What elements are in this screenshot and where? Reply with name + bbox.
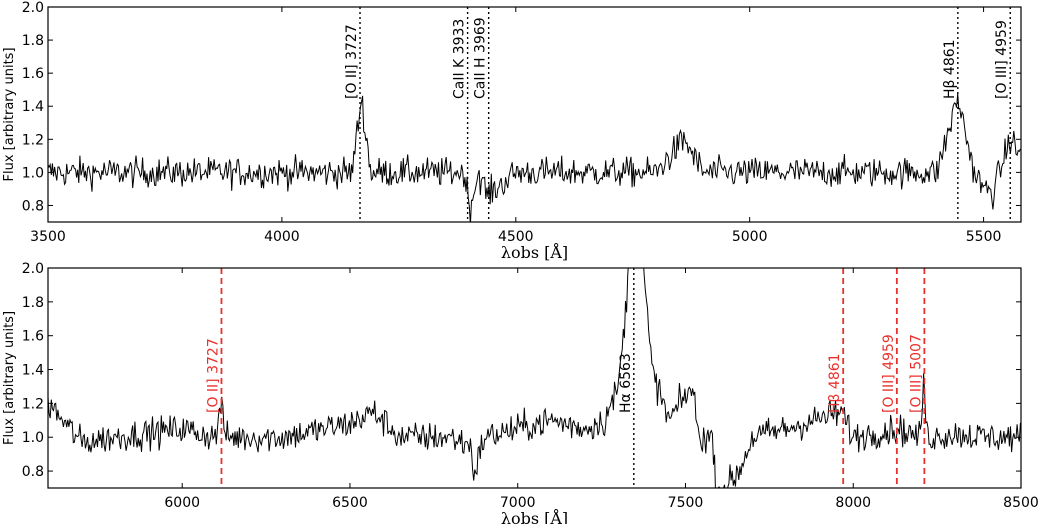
marker-label: [O II] 3727 bbox=[344, 24, 360, 99]
y-tick-label: 1.4 bbox=[22, 363, 44, 379]
x-tick-label: 4000 bbox=[264, 229, 300, 245]
x-tick-label: 4500 bbox=[498, 229, 534, 245]
x-tick-label: 6000 bbox=[164, 495, 200, 511]
y-tick-label: 1.8 bbox=[22, 295, 44, 311]
y-tick-label: 1.6 bbox=[22, 329, 44, 345]
marker-label: Hβ 4861 bbox=[827, 353, 843, 413]
y-axis-label: Flux [arbitrary units] bbox=[2, 47, 17, 181]
x-tick-label: 5000 bbox=[732, 229, 768, 245]
marker-label: [O III] 4959 bbox=[994, 20, 1010, 99]
x-axis-label: λobs [Å] bbox=[501, 242, 568, 262]
x-tick-label: 8500 bbox=[1003, 495, 1039, 511]
chart-panel-1: [O II] 3727 CaII K 3933 CaII H 3969 Hβ 4861… bbox=[2, 0, 1022, 262]
y-tick-label: 1.8 bbox=[22, 33, 44, 49]
x-tick-label: 6500 bbox=[332, 495, 368, 511]
y-tick-label: 1.0 bbox=[22, 165, 44, 181]
y-tick-label: 1.6 bbox=[22, 66, 44, 82]
marker-label: CaII H 3969 bbox=[473, 17, 489, 99]
plot-frame bbox=[47, 267, 1022, 489]
y-tick-label: 2.0 bbox=[22, 0, 44, 16]
y-tick-label: 0.8 bbox=[22, 198, 44, 214]
marker-label: [O III] 5007 bbox=[908, 334, 924, 413]
x-tick-label: 7500 bbox=[668, 495, 704, 511]
y-tick-label: 1.2 bbox=[22, 132, 44, 148]
marker-label: [O III] 4959 bbox=[881, 334, 897, 413]
marker-label: Hα 6563 bbox=[618, 353, 634, 413]
x-tick-label: 3500 bbox=[30, 229, 66, 245]
y-tick-label: 0.8 bbox=[22, 464, 44, 480]
marker-label: CaII K 3933 bbox=[452, 19, 468, 99]
y-axis-label: Flux [arbitrary units] bbox=[2, 311, 17, 445]
y-tick-label: 1.2 bbox=[22, 396, 44, 412]
y-tick-label: 1.4 bbox=[22, 99, 44, 115]
spectrum-line bbox=[48, 268, 1021, 488]
y-tick-label: 1.0 bbox=[22, 430, 44, 446]
x-axis-label: λobs [Å] bbox=[501, 508, 568, 524]
chart-panel-2: [O II] 3727 Hα 6563 Hβ 4861 [O III] 4959 [O … bbox=[2, 261, 1039, 524]
y-tick-label: 2.0 bbox=[22, 261, 44, 277]
marker-label: Hβ 4861 bbox=[942, 39, 958, 99]
x-tick-label: 8000 bbox=[835, 495, 871, 511]
spectrum-line bbox=[48, 93, 1021, 222]
x-tick-label: 5500 bbox=[966, 229, 1002, 245]
marker-label: [O II] 3727 bbox=[205, 338, 221, 413]
plot-frame bbox=[47, 6, 1022, 223]
x-tick-label: 7000 bbox=[500, 495, 536, 511]
